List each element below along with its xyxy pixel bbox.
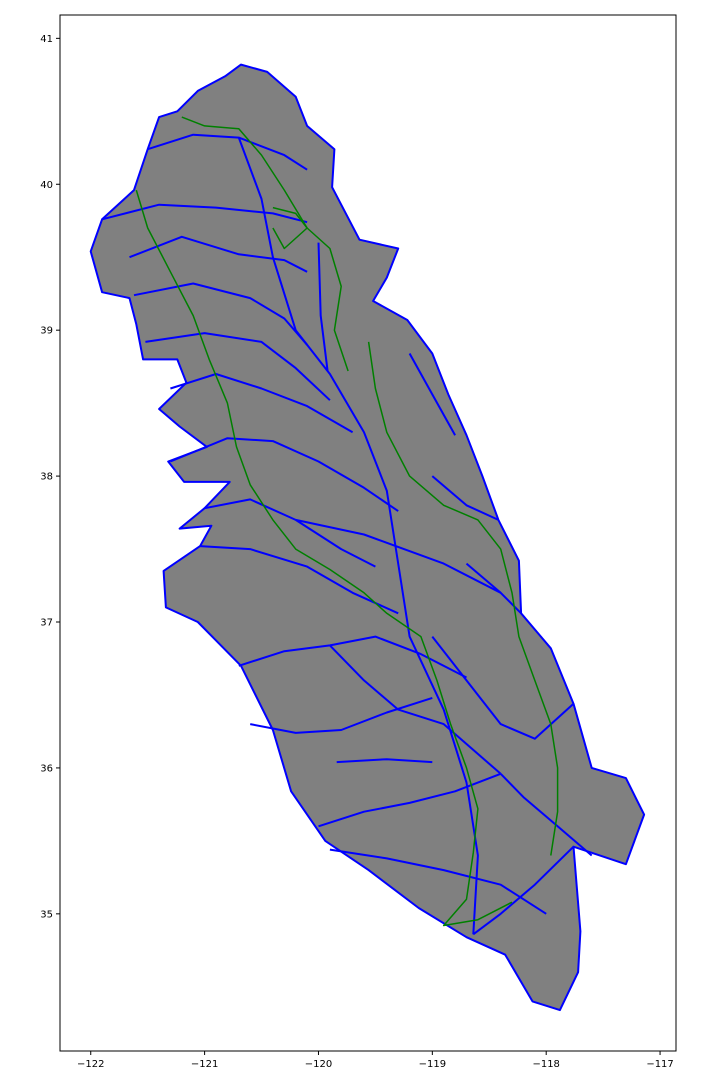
x-tick-label: −121 xyxy=(191,1059,218,1070)
plot-area xyxy=(89,63,646,1012)
subbasin-boundary xyxy=(318,772,502,828)
x-axis: −122 −121 −120 −119 −118 −117 xyxy=(77,1051,674,1070)
subbasin-boundary xyxy=(170,373,354,434)
subbasin-boundary xyxy=(145,332,331,401)
y-tick-label: 35 xyxy=(40,909,53,920)
subbasin-boundary xyxy=(317,242,329,372)
subbasin-boundary xyxy=(329,848,547,915)
subbasin-boundary xyxy=(329,644,502,775)
y-axis: 41 40 39 38 37 36 35 xyxy=(40,34,60,920)
subbasin-boundary xyxy=(133,282,308,346)
y-tick-label: 40 xyxy=(40,180,53,191)
subbasin-boundary xyxy=(431,475,499,521)
subbasin-boundary xyxy=(472,845,575,936)
subbasin-boundary xyxy=(170,437,399,512)
y-tick-label: 38 xyxy=(40,472,53,483)
y-tick-label: 37 xyxy=(40,618,53,629)
y-tick-label: 36 xyxy=(40,763,53,774)
axes-frame xyxy=(59,14,677,1052)
subbasin-boundary xyxy=(129,235,308,273)
subbasin-boundary xyxy=(499,773,593,857)
x-tick-label: −119 xyxy=(419,1059,446,1070)
y-tick-label: 41 xyxy=(40,34,53,45)
river-network xyxy=(135,116,559,927)
x-tick-label: −122 xyxy=(77,1059,104,1070)
subbasin-boundary xyxy=(295,518,502,594)
x-tick-label: −118 xyxy=(532,1059,559,1070)
y-tick-label: 39 xyxy=(40,326,53,337)
river-line xyxy=(181,116,349,372)
river-line xyxy=(272,206,308,250)
subbasin-boundary xyxy=(336,758,433,764)
x-tick-label: −117 xyxy=(646,1059,673,1070)
subbasin-boundary xyxy=(250,696,433,734)
region-fill xyxy=(89,63,646,1012)
subbasin-boundary xyxy=(200,545,399,615)
river-line xyxy=(367,341,559,856)
subbasin-boundary xyxy=(431,635,575,740)
subbasin-boundary xyxy=(101,203,308,224)
x-tick-label: −120 xyxy=(305,1059,332,1070)
river-line xyxy=(135,189,513,927)
subbasin-boundary xyxy=(408,353,456,436)
subbasin-boundary xyxy=(237,137,479,935)
